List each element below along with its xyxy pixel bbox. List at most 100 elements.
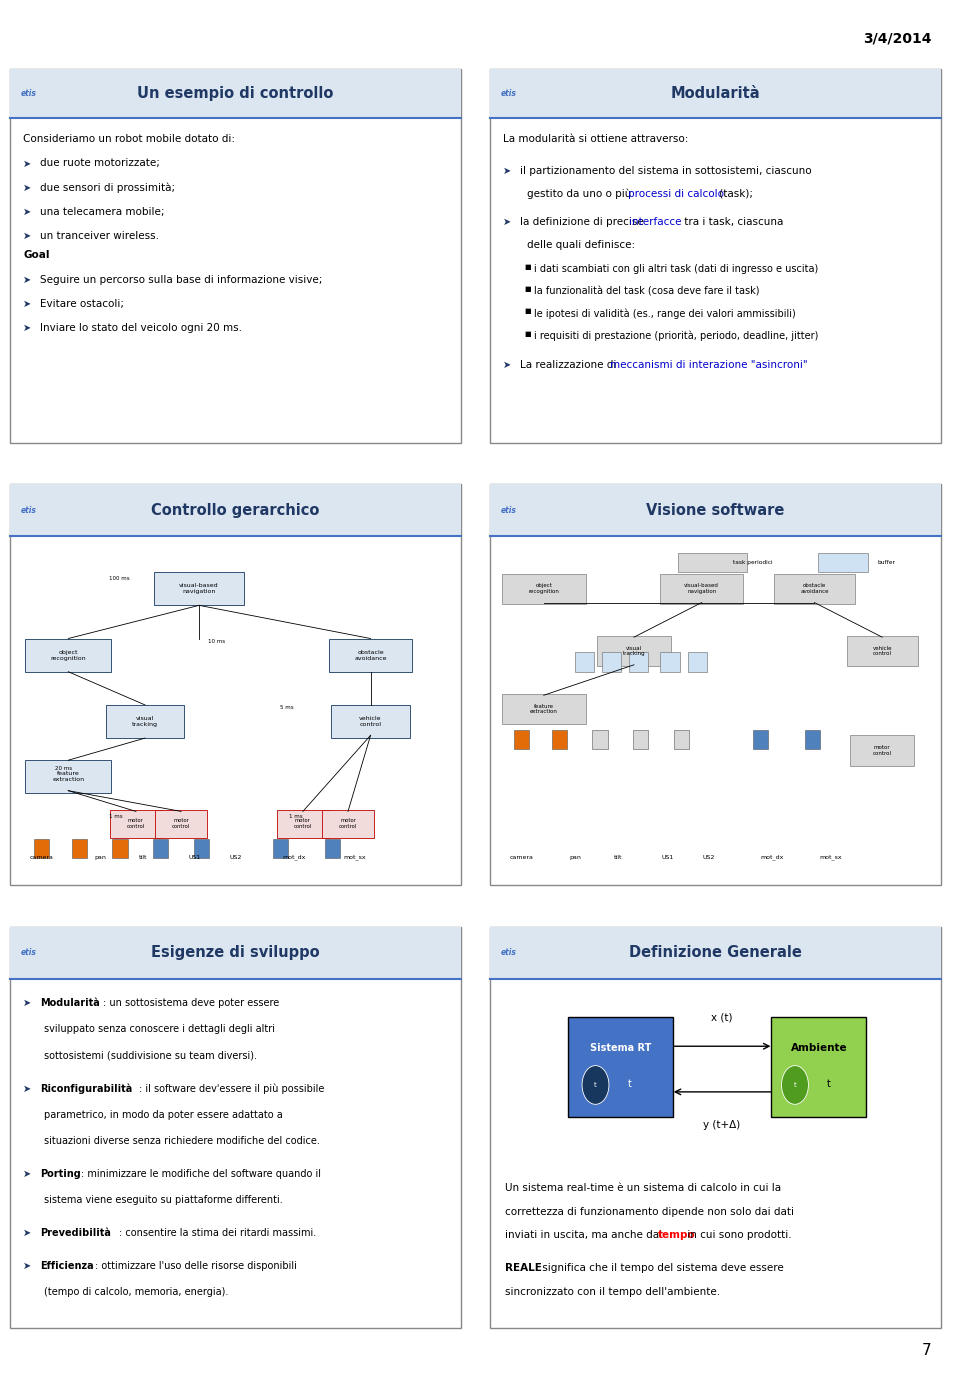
FancyBboxPatch shape xyxy=(490,484,941,537)
Text: Prevedibilità: Prevedibilità xyxy=(40,1228,111,1238)
Text: t: t xyxy=(794,1082,797,1088)
FancyBboxPatch shape xyxy=(490,69,941,118)
Text: object
recognition: object recognition xyxy=(51,650,86,661)
Text: visual
tracking: visual tracking xyxy=(132,716,158,727)
Text: Modularità: Modularità xyxy=(40,999,100,1008)
Bar xyxy=(34,839,49,859)
Text: US1: US1 xyxy=(188,855,201,860)
Text: gestito da uno o più: gestito da uno o più xyxy=(527,188,635,199)
FancyBboxPatch shape xyxy=(568,1018,673,1117)
Text: US1: US1 xyxy=(661,855,674,860)
Text: 7: 7 xyxy=(922,1343,931,1358)
Text: visual-based
navigation: visual-based navigation xyxy=(684,584,719,595)
FancyBboxPatch shape xyxy=(597,636,671,667)
Text: ➤: ➤ xyxy=(23,999,31,1008)
Text: ➤: ➤ xyxy=(23,1261,31,1271)
Bar xyxy=(72,839,87,859)
FancyBboxPatch shape xyxy=(10,927,461,1328)
Bar xyxy=(273,839,288,859)
Text: vehicle
control: vehicle control xyxy=(359,716,382,727)
Text: sviluppato senza conoscere i dettagli degli altri: sviluppato senza conoscere i dettagli de… xyxy=(44,1025,276,1034)
FancyBboxPatch shape xyxy=(818,553,868,573)
FancyBboxPatch shape xyxy=(10,484,461,537)
FancyBboxPatch shape xyxy=(25,639,111,672)
Text: in cui sono prodotti.: in cui sono prodotti. xyxy=(684,1231,792,1241)
Text: object
recognition: object recognition xyxy=(528,584,559,595)
Bar xyxy=(674,730,689,750)
Text: Ambiente: Ambiente xyxy=(791,1043,848,1052)
Text: Definizione Generale: Definizione Generale xyxy=(629,945,802,960)
Text: ➤: ➤ xyxy=(503,217,511,227)
FancyBboxPatch shape xyxy=(629,653,648,672)
Circle shape xyxy=(781,1065,808,1104)
Text: due sensori di prossimità;: due sensori di prossimità; xyxy=(40,183,176,194)
Text: inviati in uscita, ma anche dal: inviati in uscita, ma anche dal xyxy=(505,1231,665,1241)
Text: ➤: ➤ xyxy=(23,1228,31,1238)
FancyBboxPatch shape xyxy=(154,573,244,606)
Text: camera: camera xyxy=(29,855,53,860)
FancyBboxPatch shape xyxy=(660,574,743,604)
Text: t: t xyxy=(827,1079,830,1088)
Text: Riconfigurabilità: Riconfigurabilità xyxy=(40,1083,132,1094)
Text: 10 ms: 10 ms xyxy=(208,639,226,643)
FancyBboxPatch shape xyxy=(10,927,461,979)
FancyBboxPatch shape xyxy=(331,705,410,739)
FancyBboxPatch shape xyxy=(106,705,184,739)
Text: Visione software: Visione software xyxy=(646,502,784,517)
Text: Seguire un percorso sulla base di informazione visive;: Seguire un percorso sulla base di inform… xyxy=(40,275,323,285)
Text: 5 ms: 5 ms xyxy=(280,705,294,709)
Text: x (t): x (t) xyxy=(711,1012,732,1023)
Text: ■: ■ xyxy=(524,331,531,336)
FancyBboxPatch shape xyxy=(328,639,413,672)
Text: US2: US2 xyxy=(229,855,241,860)
Text: ■: ■ xyxy=(524,264,531,270)
FancyBboxPatch shape xyxy=(25,761,111,794)
Text: significa che il tempo del sistema deve essere: significa che il tempo del sistema deve … xyxy=(539,1263,783,1274)
Text: 100 ms: 100 ms xyxy=(108,577,130,581)
Text: motor
control: motor control xyxy=(294,819,312,830)
Text: Un esempio di controllo: Un esempio di controllo xyxy=(137,86,333,101)
Text: mot_sx: mot_sx xyxy=(344,855,366,860)
Bar xyxy=(633,730,648,750)
Bar xyxy=(324,839,340,859)
Text: ■: ■ xyxy=(524,308,531,314)
Text: : ottimizzare l'uso delle risorse disponibili: : ottimizzare l'uso delle risorse dispon… xyxy=(95,1261,297,1271)
Text: un tranceiver wireless.: un tranceiver wireless. xyxy=(40,231,159,241)
FancyBboxPatch shape xyxy=(687,653,707,672)
Text: situazioni diverse senza richiedere modifiche del codice.: situazioni diverse senza richiedere modi… xyxy=(44,1135,320,1147)
Text: parametrico, in modo da poter essere adattato a: parametrico, in modo da poter essere ada… xyxy=(44,1109,283,1120)
Text: Controllo gerarchico: Controllo gerarchico xyxy=(151,502,320,517)
Text: etis: etis xyxy=(501,89,517,98)
Text: mot_dx: mot_dx xyxy=(760,855,783,860)
Bar xyxy=(514,730,529,750)
Text: Evitare ostacoli;: Evitare ostacoli; xyxy=(40,299,125,308)
Text: ➤: ➤ xyxy=(23,1083,31,1094)
Text: sistema viene eseguito su piattaforme differenti.: sistema viene eseguito su piattaforme di… xyxy=(44,1195,283,1205)
Text: etis: etis xyxy=(501,506,517,514)
Text: etis: etis xyxy=(21,949,37,957)
Text: mot_dx: mot_dx xyxy=(282,855,305,860)
Text: delle quali definisce:: delle quali definisce: xyxy=(527,239,636,249)
Bar xyxy=(552,730,567,750)
Text: vehicle
control: vehicle control xyxy=(873,646,892,657)
Text: motor
control: motor control xyxy=(339,819,357,830)
Bar xyxy=(592,730,608,750)
Text: Porting: Porting xyxy=(40,1169,81,1178)
Text: Esigenze di sviluppo: Esigenze di sviluppo xyxy=(151,945,320,960)
FancyBboxPatch shape xyxy=(490,484,941,885)
Text: sincronizzato con il tempo dell'ambiente.: sincronizzato con il tempo dell'ambiente… xyxy=(505,1286,720,1297)
Text: Un sistema real-time è un sistema di calcolo in cui la: Un sistema real-time è un sistema di cal… xyxy=(505,1184,781,1194)
Text: t: t xyxy=(628,1079,632,1088)
Text: feature
extraction: feature extraction xyxy=(52,772,84,783)
Bar xyxy=(194,839,209,859)
Text: processi di calcolo: processi di calcolo xyxy=(628,188,724,199)
Text: correttezza di funzionamento dipende non solo dai dati: correttezza di funzionamento dipende non… xyxy=(505,1207,794,1217)
Text: motor
control: motor control xyxy=(873,745,892,757)
FancyBboxPatch shape xyxy=(502,694,586,725)
Text: ➤: ➤ xyxy=(23,324,31,333)
Text: etis: etis xyxy=(501,949,517,957)
Text: buffer: buffer xyxy=(877,560,896,566)
Text: (tempo di calcolo, memoria, energia).: (tempo di calcolo, memoria, energia). xyxy=(44,1288,228,1297)
FancyBboxPatch shape xyxy=(10,69,461,118)
Text: : consentire la stima dei ritardi massimi.: : consentire la stima dei ritardi massim… xyxy=(119,1228,316,1238)
